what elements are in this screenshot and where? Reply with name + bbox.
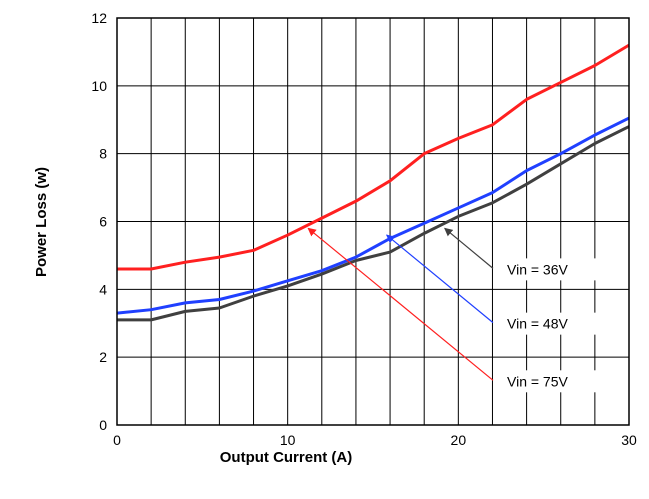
- plot-frame: [116, 17, 630, 426]
- x-tick-label: 30: [621, 432, 637, 448]
- series-line-1: [116, 116, 630, 315]
- series-layer: [116, 43, 630, 322]
- y-tick-label: 12: [91, 10, 107, 26]
- y-tick-label: 4: [99, 281, 107, 297]
- y-tick-label: 6: [99, 214, 107, 230]
- y-axis-label: Power Loss (w): [33, 167, 50, 277]
- tick-labels: 0 10 20 30 0 2 4 6 8 10 12: [91, 10, 637, 448]
- annotation-layer: Vin = 36V Vin = 48V Vin = 75V: [307, 227, 597, 393]
- annotation-label: Vin = 75V: [507, 373, 569, 389]
- annotation-label: Vin = 36V: [507, 261, 569, 277]
- x-tick-label: 20: [451, 432, 467, 448]
- x-tick-label: 0: [113, 432, 121, 448]
- annotation-label-bg: [497, 370, 597, 393]
- series-line-2: [117, 125, 630, 322]
- annotation-label-bg: [497, 258, 597, 281]
- y-tick-label: 2: [99, 349, 107, 365]
- series-line-0: [117, 43, 630, 271]
- y-tick-label: 8: [99, 146, 107, 162]
- annotation-arrow: [444, 227, 494, 269]
- annotation-arrow: [307, 227, 494, 381]
- grid-lines: [117, 18, 629, 425]
- annotation-label-bg: [497, 312, 597, 335]
- x-tick-label: 10: [280, 432, 296, 448]
- y-tick-label: 10: [91, 78, 107, 94]
- annotation-label: Vin = 48V: [507, 316, 569, 332]
- annotation-arrow: [386, 234, 494, 324]
- x-axis-label: Output Current (A): [220, 449, 352, 466]
- y-tick-label: 0: [99, 417, 107, 433]
